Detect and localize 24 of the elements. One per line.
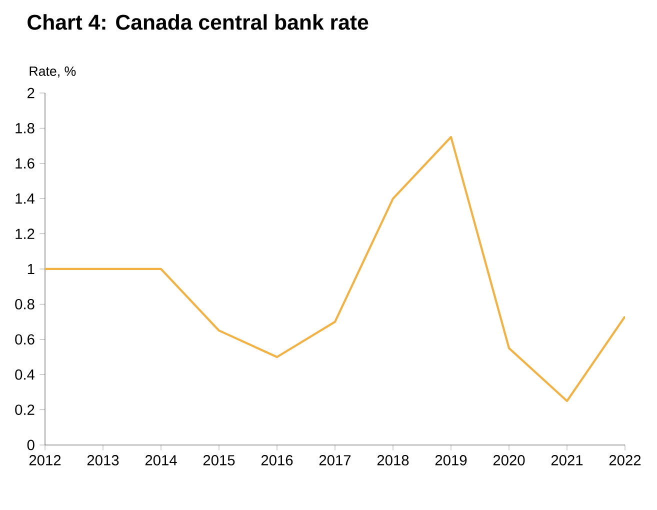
x-tick-label: 2017 <box>319 455 351 466</box>
y-tick-label: 0.4 <box>15 369 35 380</box>
x-tick-label: 2013 <box>87 455 119 466</box>
y-tick-label: 0.8 <box>15 299 34 310</box>
x-tick-label: 2014 <box>145 455 177 466</box>
y-tick-label: 1.2 <box>16 228 34 239</box>
x-tick-label: 2015 <box>203 455 235 466</box>
y-tick-label: 1.4 <box>16 194 35 204</box>
x-tick-label: 2022 <box>609 455 641 466</box>
y-tick-label: 0.2 <box>15 404 34 415</box>
chart-title: Chart 4: Canada central bank rate <box>28 14 368 30</box>
x-tick-label: 2021 <box>551 455 583 466</box>
y-tick-label: 0.6 <box>15 334 34 345</box>
y-axis-title: Rate, % <box>30 66 76 78</box>
y-tick-label: 0 <box>27 440 34 450</box>
y-tick-label: 1.6 <box>16 158 34 169</box>
x-tick-label: 2019 <box>435 455 467 466</box>
y-tick-label: 1 <box>28 264 34 274</box>
x-tick-label: 2018 <box>377 455 409 466</box>
x-tick-label: 2016 <box>261 455 293 466</box>
x-tick-label: 2012 <box>29 455 61 466</box>
y-tick-label: 2 <box>28 88 34 98</box>
y-tick-label: 1.8 <box>16 123 34 134</box>
x-tick-label: 2020 <box>493 455 525 466</box>
